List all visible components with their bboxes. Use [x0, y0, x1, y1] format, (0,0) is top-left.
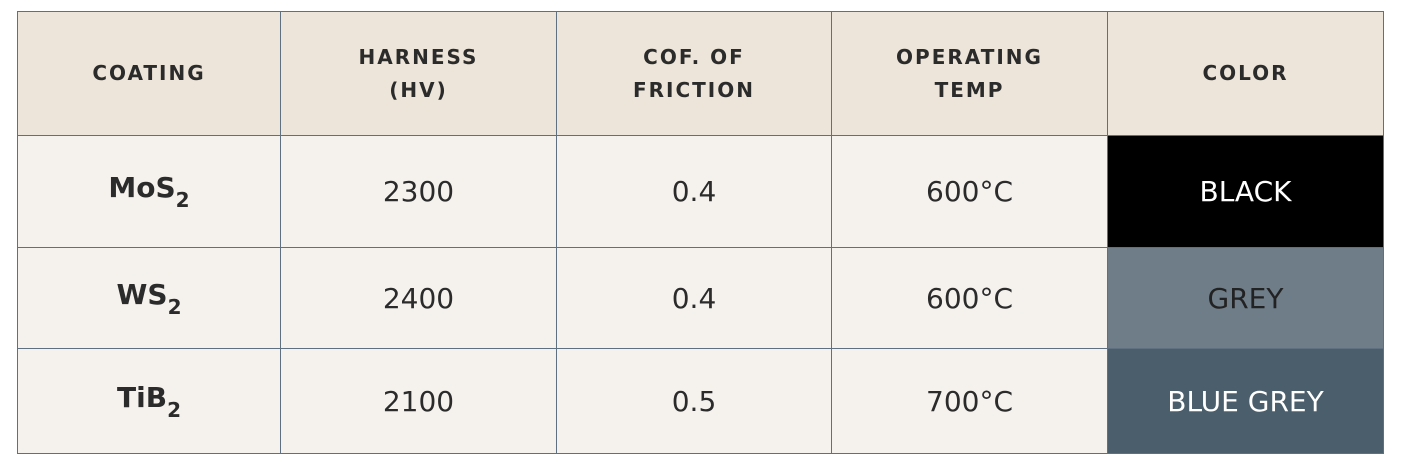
- header-text: HARNESS: [358, 44, 479, 69]
- header-text: COATING: [92, 61, 206, 85]
- header-cell: HARNESS (HV): [280, 11, 557, 136]
- header-text: FRICTION: [632, 77, 755, 102]
- header-cell: COLOR: [1107, 11, 1384, 136]
- color-text: GREY: [1207, 281, 1284, 315]
- coating-cell: MoS2: [17, 135, 281, 248]
- header-row: COATING HARNESS (HV) COF. OF FRICTION OPERATI…: [17, 11, 1384, 136]
- table-row: TiB2 2100 0.5 700°C BLUE GREY: [17, 348, 1384, 454]
- table-row: WS2 2400 0.4 600°C GREY: [17, 247, 1384, 349]
- value-cell: 2400: [280, 247, 557, 349]
- value-cell: 2100: [280, 348, 557, 454]
- header-text: COF. OF: [643, 44, 745, 69]
- value-cell: 700°C: [831, 348, 1108, 454]
- color-text: BLUE GREY: [1167, 384, 1324, 418]
- header-cell: COF. OF FRICTION: [556, 11, 832, 136]
- color-text: BLACK: [1199, 175, 1292, 208]
- value-cell: 0.4: [556, 247, 832, 349]
- coating-subscript: 2: [175, 188, 190, 212]
- color-cell: GREY: [1107, 247, 1384, 349]
- coating-table: COATING HARNESS (HV) COF. OF FRICTION OPERATI…: [17, 11, 1384, 454]
- coating-name: MoS: [108, 171, 176, 204]
- header-cell: COATING: [17, 11, 281, 136]
- header-text: TEMP: [934, 77, 1005, 102]
- coating-name: WS: [116, 277, 168, 311]
- value-cell: 2300: [280, 135, 557, 248]
- value-cell: 600°C: [831, 247, 1108, 349]
- value-cell: 0.4: [556, 135, 832, 248]
- coating-name: TiB: [117, 380, 168, 414]
- header-cell: OPERATING TEMP: [831, 11, 1108, 136]
- value-cell: 600°C: [831, 135, 1108, 248]
- coating-cell: WS2: [17, 247, 281, 349]
- coating-subscript: 2: [167, 397, 181, 422]
- header-text: (HV): [389, 77, 448, 102]
- color-cell: BLACK: [1107, 135, 1384, 248]
- coating-cell: TiB2: [17, 348, 281, 454]
- header-text: COLOR: [1202, 61, 1289, 85]
- header-text: OPERATING: [896, 44, 1043, 69]
- table-body: MoS2 2300 0.4 600°C BLACK WS2 2400 0.4 600°C GREY…: [17, 135, 1384, 454]
- value-cell: 0.5: [556, 348, 832, 454]
- table-row: MoS2 2300 0.4 600°C BLACK: [17, 135, 1384, 248]
- coating-subscript: 2: [167, 294, 182, 319]
- color-cell: BLUE GREY: [1107, 348, 1384, 454]
